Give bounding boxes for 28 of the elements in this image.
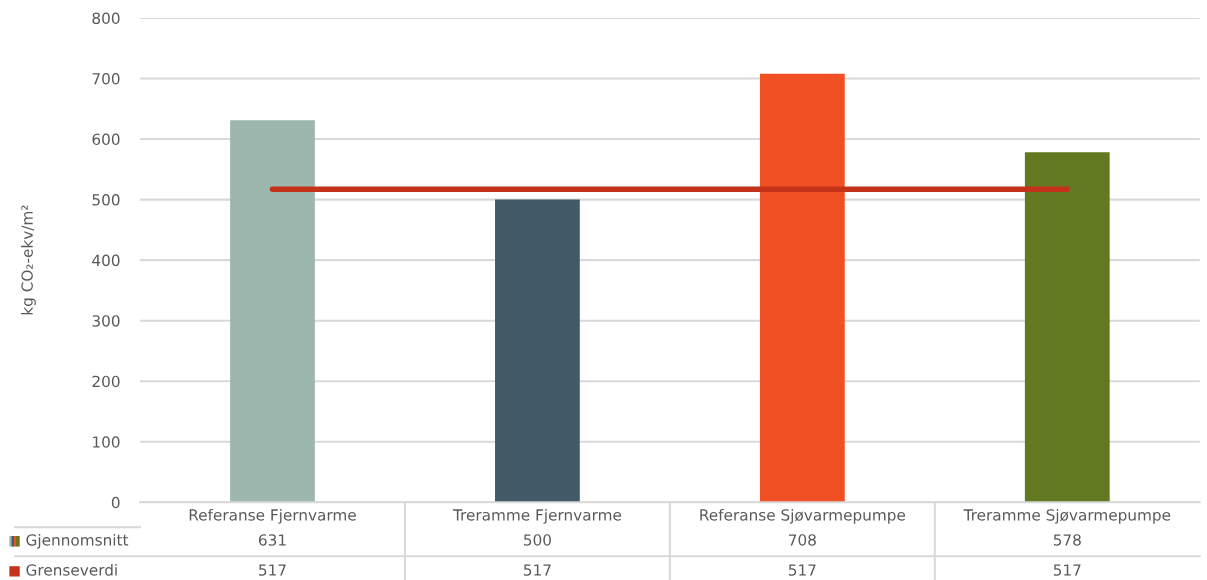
y-tick-label: 300 xyxy=(92,315,120,327)
y-tick-label: 800 xyxy=(92,12,120,24)
y-tick-label: 600 xyxy=(92,133,120,146)
bar xyxy=(230,120,315,503)
data-label: 517 xyxy=(524,564,551,576)
y-tick-label: 400 xyxy=(92,254,120,267)
bar xyxy=(495,199,580,503)
y-tick-label: 200 xyxy=(92,375,120,388)
y-axis-title: kg CO₂-ekv/m² xyxy=(21,205,36,315)
x-tick-label: Treramme Sjøvarmepumpe xyxy=(963,508,1171,524)
data-label: 517 xyxy=(259,564,286,576)
bar xyxy=(759,73,845,503)
x-tick-label: Referanse Fjernvarme xyxy=(189,508,356,524)
x-tick-label: Referanse Sjøvarmepumpe xyxy=(700,508,906,524)
bar xyxy=(1024,152,1110,503)
y-tick-label: 500 xyxy=(92,194,120,206)
data-label: 500 xyxy=(524,534,551,546)
legend-label: Gjennomsnitt xyxy=(26,533,129,549)
data-label: 517 xyxy=(1053,564,1081,576)
data-label: 708 xyxy=(789,534,816,546)
legend-label: Grenseverdi xyxy=(26,563,117,576)
y-tick-label: 0 xyxy=(111,496,120,509)
y-tick-label: 100 xyxy=(93,436,120,448)
data-label: 578 xyxy=(1053,534,1081,546)
data-label: 631 xyxy=(258,534,286,546)
data-label: 517 xyxy=(788,564,816,576)
y-tick-label: 700 xyxy=(92,72,120,85)
x-tick-label: Treramme Fjernvarme xyxy=(452,508,622,524)
